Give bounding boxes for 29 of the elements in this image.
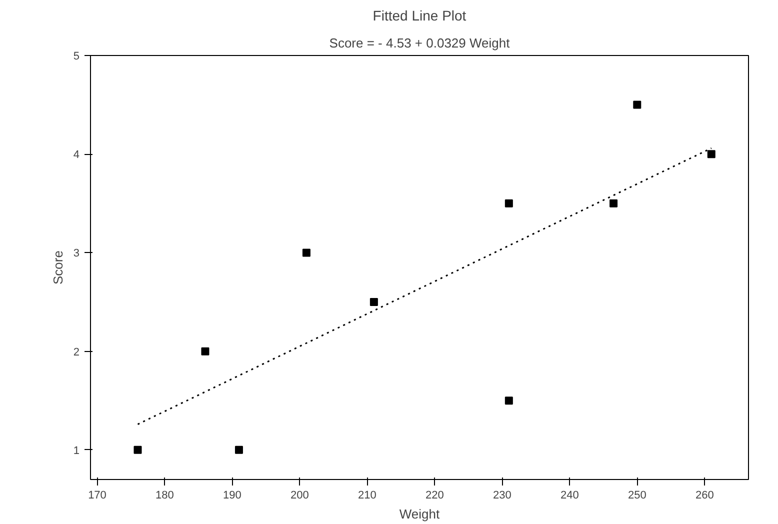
point [504,199,513,208]
x-tick-label: 210 [358,490,376,502]
point [633,100,642,109]
x-tick-label: 250 [628,490,646,502]
point [302,248,310,257]
x-tick-label: 170 [88,490,106,502]
point [201,347,210,356]
y-axis-title: Score [50,250,66,284]
y-tick-label: 4 [73,149,80,162]
point [707,150,716,158]
x-axis-title: Weight [399,506,440,522]
x-tick-label: 260 [695,490,714,502]
x-tick-label: 230 [492,490,512,502]
chart-subtitle: Score = - 4.53 + 0.0329 Weight [329,36,510,50]
y-tick-label: 5 [73,50,80,62]
point [504,396,513,405]
y-tick-label: 2 [73,346,80,358]
point [134,446,142,454]
point [610,199,618,208]
x-tick-label: 240 [560,490,579,502]
chart-title: Fitted Line Plot [372,8,466,24]
x-tick-label: 180 [156,490,174,502]
y-tick-label: 1 [73,444,80,457]
x-tick-label: 200 [290,490,309,502]
point [234,446,243,454]
point [370,298,378,306]
x-tick-label: 220 [426,490,444,502]
x-tick-label: 190 [223,490,242,502]
y-tick-label: 3 [73,248,80,260]
